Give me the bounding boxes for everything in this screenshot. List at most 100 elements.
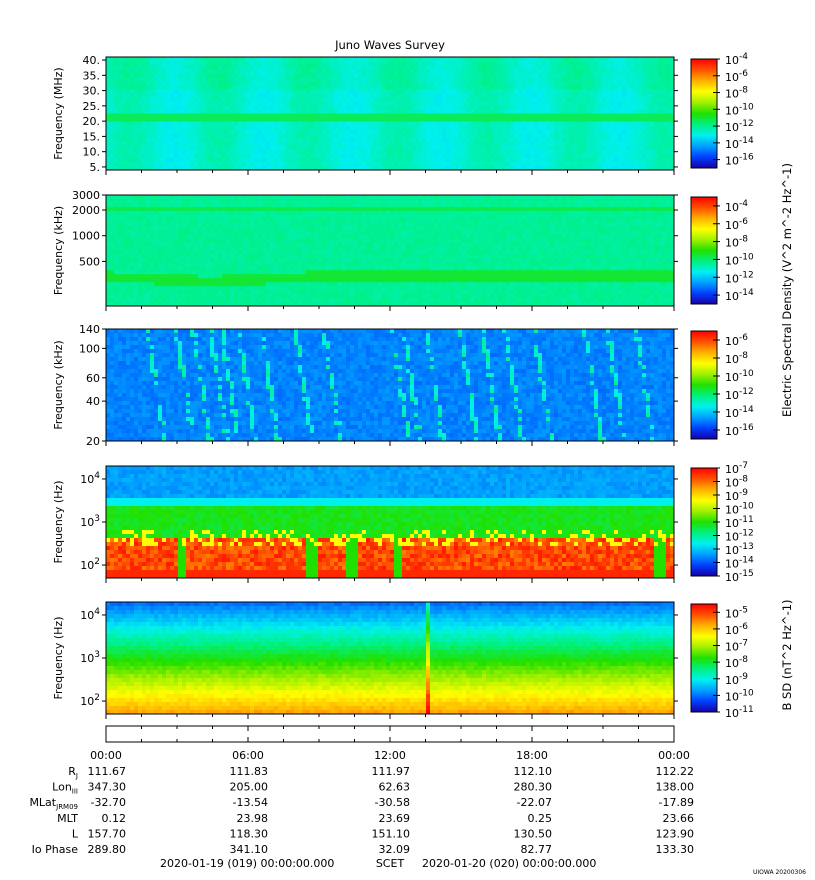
ephemeris-value: 112.10 (514, 765, 553, 778)
time-start: 2020-01-19 (019) 00:00:00.000 (160, 857, 334, 870)
ephemeris-value: 138.00 (656, 781, 695, 794)
spectrogram-heatmap (106, 195, 674, 306)
time-label: SCET (376, 857, 405, 870)
y-tick-label: 1000 (72, 230, 100, 243)
colorbar-tick-label: 10-10 (725, 688, 754, 703)
y-tick-label: 102 (80, 557, 100, 572)
spectrogram-heatmap (106, 57, 674, 170)
ephemeris-row-label: RJ (68, 765, 78, 780)
y-tick-label: 100 (79, 342, 100, 355)
ephemeris-row-label: MLatJRM09 (29, 796, 78, 811)
spectrogram-heatmap (106, 329, 674, 441)
time-tick-label: 12:00 (374, 749, 406, 762)
ephemeris-value: 341.10 (230, 843, 269, 856)
y-tick-label: 500 (79, 255, 100, 268)
ephemeris-row-label: Io Phase (32, 843, 79, 856)
colorbar-tick-label: 10-7 (725, 639, 748, 654)
colorbar-tick-label: 10-6 (725, 69, 748, 84)
colorbar-tick-label: 10-14 (725, 556, 754, 571)
y-tick-label: 20 (86, 435, 100, 448)
colorbar-5: 10-5 10-6 10-710-8 10-910-10 10-11 (690, 603, 754, 720)
y-axis-label: Frequency (Hz) (52, 617, 65, 700)
ephemeris-value: 205.00 (230, 781, 269, 794)
spectrogram-heatmap (106, 602, 674, 714)
colorbar-gradient (690, 467, 718, 577)
colorbar-tick-label: 10-8 (725, 351, 748, 366)
y-tick-label: 104 (80, 471, 100, 486)
colorbar-tick-label: 10-8 (725, 86, 748, 101)
y-tick-label: 15. (83, 130, 101, 143)
time-tick-label: 06:00 (232, 749, 264, 762)
colorbar-tick-label: 10-6 (725, 217, 748, 232)
y-tick-label: 104 (80, 607, 100, 622)
time-tick-label: 18:00 (516, 749, 548, 762)
colorbar-tick-label: 10-11 (725, 705, 754, 720)
colorbar-tick-label: 10-8 (725, 235, 748, 250)
y-tick-label: 40 (86, 395, 100, 408)
colorbar-tick-label: 10-12 (725, 387, 754, 402)
colorbar-tick-label: 10-6 (725, 333, 748, 348)
ephemeris-value: 289.80 (88, 843, 127, 856)
ephemeris-value: -30.58 (375, 796, 410, 809)
ephemeris-value: 111.97 (372, 765, 411, 778)
ephemeris-value: -22.07 (517, 796, 552, 809)
colorbar-tick-label: 10-12 (725, 119, 754, 134)
colorbar-4: 10-710-810-910-1010-1110-1210-1310-1410-… (690, 461, 754, 584)
panel-3: 140 100 60 40 20 Frequency (kHz) (52, 323, 678, 448)
colorbar-tick-label: 10-4 (725, 52, 748, 67)
ephemeris-value: 23.98 (237, 812, 269, 825)
ephemeris-value: 151.10 (372, 827, 411, 840)
electric-colorbar-label: Electric Spectral Density (V^2 m^-2 Hz^-… (780, 163, 794, 417)
y-tick-label: 20. (83, 115, 101, 128)
ephemeris-value: 123.90 (656, 827, 695, 840)
y-tick-label: 2000 (72, 204, 100, 217)
ephemeris-row-label: MLT (57, 812, 78, 825)
ephemeris-value: 157.70 (88, 827, 127, 840)
y-tick-label: 60 (86, 372, 100, 385)
ephemeris-value: 23.66 (663, 812, 695, 825)
spectrogram-heatmap (106, 466, 674, 578)
y-tick-label: 102 (80, 693, 100, 708)
ephemeris-value: 0.25 (528, 812, 553, 825)
colorbar-tick-label: 10-14 (725, 136, 754, 151)
y-axis-label: Frequency (kHz) (52, 206, 65, 295)
colorbar-tick-label: 10-10 (725, 369, 754, 384)
colorbar-tick-label: 10-7 (725, 461, 748, 476)
y-axis-label: Frequency (kHz) (52, 340, 65, 429)
colorbar-tick-label: 10-6 (725, 622, 748, 637)
ephemeris-value: 82.77 (521, 843, 553, 856)
ephemeris-value: 112.22 (656, 765, 695, 778)
colorbar-tick-label: 10-15 (725, 569, 754, 584)
colorbar-tick-label: 10-16 (725, 423, 754, 438)
ephemeris-value: 111.67 (88, 765, 127, 778)
colorbar-tick-label: 10-9 (725, 488, 748, 503)
colorbar-gradient (690, 603, 718, 713)
ephemeris-value: 111.83 (230, 765, 269, 778)
colorbar-tick-label: 10-10 (725, 102, 754, 117)
ephemeris-value: 62.63 (379, 781, 411, 794)
ephemeris-value: -13.54 (233, 796, 268, 809)
colorbar-tick-label: 10-16 (725, 153, 754, 168)
colorbar-tick-label: 10-9 (725, 672, 748, 687)
colorbar-tick-label: 10-14 (725, 405, 754, 420)
y-tick-label: 5. (90, 161, 101, 174)
colorbar-tick-label: 10-14 (725, 288, 754, 303)
y-tick-label: 30. (83, 85, 101, 98)
ephemeris-row-label: L (72, 827, 79, 840)
panel-5: 104 103 102 Frequency (Hz) (52, 601, 678, 719)
ephemeris-value: 133.30 (656, 843, 695, 856)
time-end: 2020-01-20 (020) 00:00:00.000 (422, 857, 596, 870)
ephemeris-value: 32.09 (379, 843, 411, 856)
colorbar-tick-label: 10-10 (725, 502, 754, 517)
y-tick-label: 40. (83, 54, 101, 67)
panel-4: 104 103 102 Frequency (Hz) (52, 465, 678, 583)
y-tick-label: 103 (80, 650, 100, 665)
colorbar-gradient (690, 330, 718, 440)
y-tick-label: 103 (80, 514, 100, 529)
panel-1: 5. 10. 15. 20. 25. 30. 35. 40. Frequency (MHz) (52, 54, 678, 175)
colorbar-2: 10-4 10-6 10-8 10-10 10-12 10-14 (690, 196, 754, 305)
y-tick-label: 3000 (72, 189, 100, 202)
ephemeris-row-label: LonIII (52, 781, 78, 796)
time-tick-label: 00:00 (658, 749, 690, 762)
